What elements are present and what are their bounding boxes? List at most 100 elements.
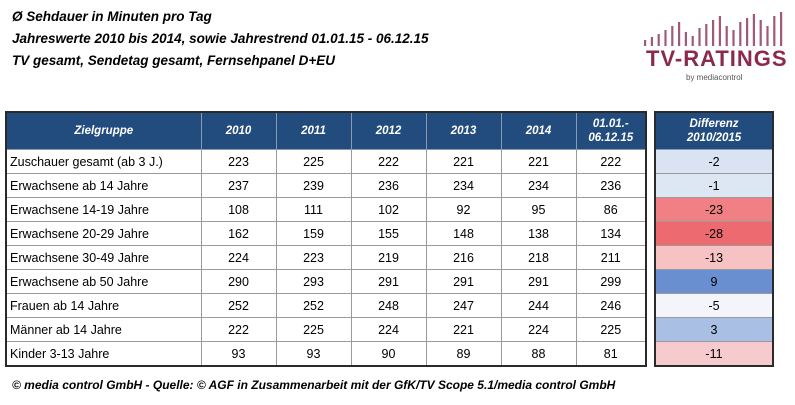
diff-cell: -1 bbox=[654, 173, 774, 198]
table-cell: 216 bbox=[425, 245, 502, 270]
diff-row: -28 bbox=[654, 221, 774, 246]
logo-bar bbox=[759, 20, 762, 46]
table-cell: 299 bbox=[575, 269, 647, 294]
diff-cell: -11 bbox=[654, 341, 774, 367]
table-cell: 236 bbox=[575, 173, 647, 198]
table-row: Zuschauer gesamt (ab 3 J.) 223 225 222 221 22… bbox=[5, 149, 647, 174]
logo-bar bbox=[712, 20, 715, 46]
logo-bar bbox=[752, 14, 755, 46]
logo-bar bbox=[691, 36, 694, 46]
diff-row: -23 bbox=[654, 197, 774, 222]
table-cell: 219 bbox=[350, 245, 427, 270]
table-cell: 247 bbox=[425, 293, 502, 318]
diff-cell: -2 bbox=[654, 149, 774, 174]
diff-cell: -28 bbox=[654, 221, 774, 246]
table-cell: 108 bbox=[200, 197, 277, 222]
diff-cell: -13 bbox=[654, 245, 774, 270]
table-cell: 211 bbox=[575, 245, 647, 270]
table-cell: 293 bbox=[275, 269, 352, 294]
diff-row: 9 bbox=[654, 269, 774, 294]
table-cell: 224 bbox=[500, 317, 577, 342]
logo-bar bbox=[650, 37, 653, 46]
column-header-1: 2010 bbox=[200, 111, 277, 150]
table-cell: 89 bbox=[425, 341, 502, 367]
table-cell: 159 bbox=[275, 221, 352, 246]
table-cell: 222 bbox=[575, 149, 647, 174]
logo-byline: by mediacontrol bbox=[686, 73, 743, 82]
scope-line: TV gesamt, Sendetag gesamt, Fernsehpanel… bbox=[12, 53, 335, 68]
diff-row: -1 bbox=[654, 173, 774, 198]
row-label: Erwachsene ab 14 Jahre bbox=[5, 173, 202, 198]
logo-bar bbox=[684, 32, 687, 46]
table-cell: 225 bbox=[275, 149, 352, 174]
header-block: Ø Sehdauer in Minuten pro Tag Jahreswert… bbox=[12, 6, 429, 72]
table-cell: 95 bbox=[500, 197, 577, 222]
table-cell: 224 bbox=[350, 317, 427, 342]
logo-bar bbox=[746, 18, 749, 46]
table-cell: 234 bbox=[425, 173, 502, 198]
table-cell: 221 bbox=[500, 149, 577, 174]
logo-bar bbox=[698, 28, 701, 46]
logo-bar bbox=[705, 24, 708, 46]
table-cell: 236 bbox=[350, 173, 427, 198]
table-cell: 148 bbox=[425, 221, 502, 246]
column-header-4: 2013 bbox=[425, 111, 502, 150]
table-cell: 291 bbox=[350, 269, 427, 294]
table-cell: 102 bbox=[350, 197, 427, 222]
table-cell: 88 bbox=[500, 341, 577, 367]
table-header-row: Zielgruppe 2010 2011 2012 2013 2014 01.01.- 06.… bbox=[5, 111, 647, 150]
page-title: Ø Sehdauer in Minuten pro Tag bbox=[12, 9, 212, 24]
table-cell: 291 bbox=[425, 269, 502, 294]
diff-row: -5 bbox=[654, 293, 774, 318]
table-cell: 138 bbox=[500, 221, 577, 246]
table-cell: 221 bbox=[425, 317, 502, 342]
diff-row: -11 bbox=[654, 341, 774, 367]
row-label: Kinder 3-13 Jahre bbox=[5, 341, 202, 367]
logo-bar bbox=[644, 40, 647, 46]
table-cell: 248 bbox=[350, 293, 427, 318]
logo-bar bbox=[780, 12, 783, 46]
column-header-6: 01.01.- 06.12.15 bbox=[575, 111, 647, 150]
row-label: Männer ab 14 Jahre bbox=[5, 317, 202, 342]
row-label: Erwachsene ab 50 Jahre bbox=[5, 269, 202, 294]
table-cell: 290 bbox=[200, 269, 277, 294]
table-row: Kinder 3-13 Jahre 93 93 90 89 88 81 bbox=[5, 341, 647, 367]
table-cell: 291 bbox=[500, 269, 577, 294]
table-row: Männer ab 14 Jahre 222 225 224 221 224 225 bbox=[5, 317, 647, 342]
table-cell: 225 bbox=[575, 317, 647, 342]
table-cell: 221 bbox=[425, 149, 502, 174]
logo-bar bbox=[671, 26, 674, 46]
table-cell: 93 bbox=[275, 341, 352, 367]
diff-cell: -5 bbox=[654, 293, 774, 318]
diff-row: -13 bbox=[654, 245, 774, 270]
logo-brand: TV-RATINGS bbox=[646, 46, 788, 71]
tv-ratings-logo: TV-RATINGS by mediacontrol bbox=[640, 8, 790, 88]
table-row: Erwachsene 30-49 Jahre 224 223 219 216 218 211 bbox=[5, 245, 647, 270]
table-cell: 111 bbox=[275, 197, 352, 222]
diff-header: Differenz 2010/2015 bbox=[654, 111, 774, 150]
table-cell: 223 bbox=[275, 245, 352, 270]
table-cell: 162 bbox=[200, 221, 277, 246]
table-cell: 222 bbox=[200, 317, 277, 342]
logo-bars-icon bbox=[644, 12, 783, 46]
logo-bar bbox=[766, 26, 769, 46]
logo-bar bbox=[732, 30, 735, 46]
ratings-table: Zielgruppe 2010 2011 2012 2013 2014 01.01.- 06.… bbox=[5, 111, 647, 367]
table-cell: 224 bbox=[200, 245, 277, 270]
logo-bar bbox=[678, 22, 681, 46]
row-label: Erwachsene 14-19 Jahre bbox=[5, 197, 202, 222]
column-header-3: 2012 bbox=[350, 111, 427, 150]
logo-bar bbox=[725, 26, 728, 46]
logo-bar bbox=[739, 22, 742, 46]
table-cell: 237 bbox=[200, 173, 277, 198]
row-label: Zuschauer gesamt (ab 3 J.) bbox=[5, 149, 202, 174]
table-row: Erwachsene ab 50 Jahre 290 293 291 291 291 299 bbox=[5, 269, 647, 294]
logo-bar bbox=[657, 34, 660, 46]
table-cell: 252 bbox=[200, 293, 277, 318]
table-row: Erwachsene 20-29 Jahre 162 159 155 148 138 134 bbox=[5, 221, 647, 246]
table-row: Frauen ab 14 Jahre 252 252 248 247 244 246 bbox=[5, 293, 647, 318]
diff-cell: 9 bbox=[654, 269, 774, 294]
column-header-2: 2011 bbox=[275, 111, 352, 150]
table-cell: 81 bbox=[575, 341, 647, 367]
row-label: Erwachsene 30-49 Jahre bbox=[5, 245, 202, 270]
